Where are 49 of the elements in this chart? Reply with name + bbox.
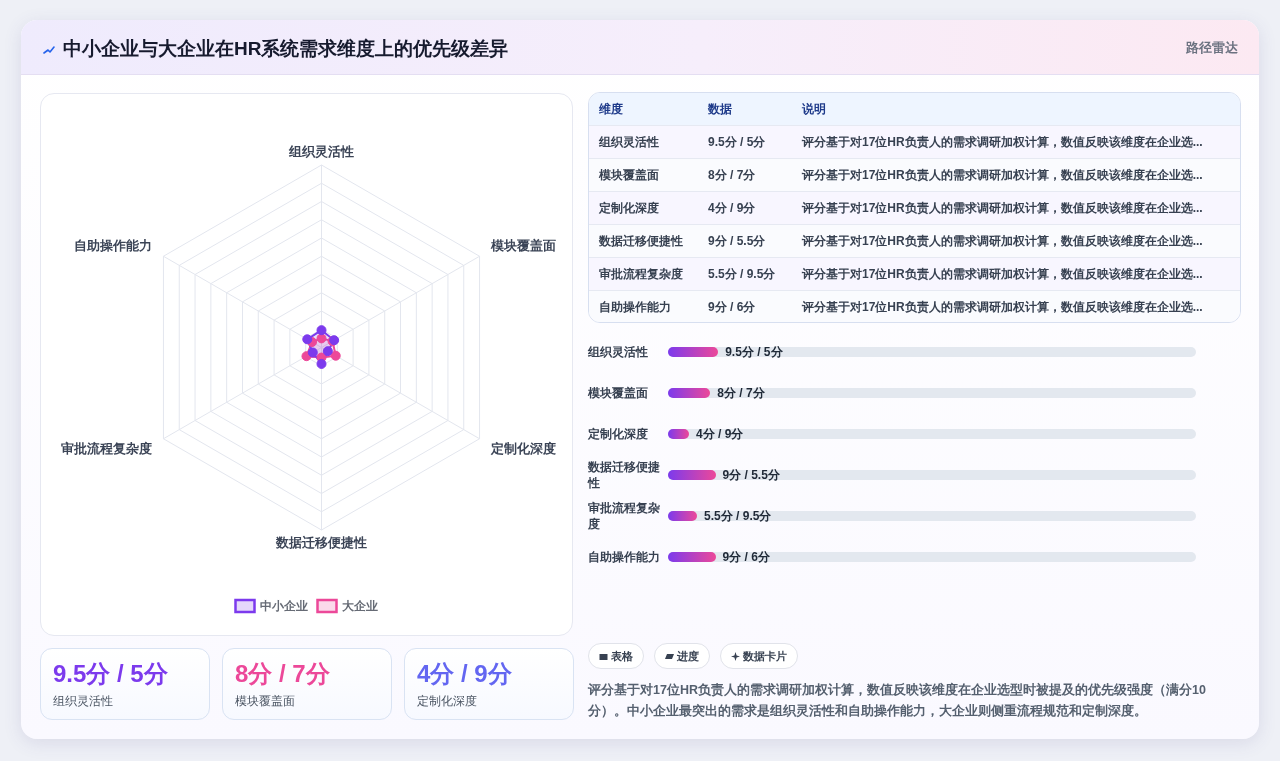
spoke-label: 审批流程复杂度 [61,441,153,457]
spoke-label: 组织灵活性 [288,145,354,159]
text: 审批流程复杂度 [599,266,683,283]
text: 9分 / 6分 [708,299,756,316]
text: 说明 [802,101,826,118]
y-tick-label: 审批流程复杂度 [588,500,661,532]
spoke-label: 自助操作能力 [74,237,153,253]
y-tick-label: 自助操作能力 [588,549,661,565]
legend-label: 大企业 [341,599,378,613]
data-label: 5.5分 / 9.5分 [704,508,772,524]
text: 8分 / 7分 [235,659,330,689]
text: 8分 / 7分 [708,167,756,184]
y-tick-label: 定制化深度 [588,426,649,442]
text: 4分 / 9分 [708,200,756,217]
category-label: 模块覆盖面 [235,693,295,709]
category-label: 数据卡片 [743,648,787,664]
text: 评分基于对17位HR负责人的需求调研加权计算，数值反映该维度在企业选... [802,200,1203,217]
text: 维度 [599,101,623,118]
text: 数据 [708,101,732,118]
category-label: 进度 [677,648,699,664]
y-tick-label: 组织灵活性 [588,344,649,360]
y-tick-label: 数据迁移便捷性 [588,459,661,491]
text: 9.5分 / 5分 [53,659,168,689]
data-label: 8分 / 7分 [717,385,765,401]
text: 9.5分 / 5分 [708,134,766,151]
data-label: 4分 / 9分 [696,426,744,442]
text: 5.5分 / 9.5分 [708,266,776,283]
spoke-label: 数据迁移便捷性 [275,535,367,550]
data-label: 9.5分 / 5分 [725,344,783,360]
text: 评分基于对17位HR负责人的需求调研加权计算，数值反映该维度在企业选... [802,266,1203,283]
data-label: 9分 / 6分 [722,549,770,565]
category-label: 表格 [611,648,633,664]
text: 评分基于对17位HR负责人的需求调研加权计算，数值反映该维度在企业选型时被提及的优先级强度（满分10分）。中小企业最突出的需求是组织灵活性和自助操作能力，大企业则侧重流程规范和定制深度。 [588,681,1207,720]
y-tick-label: 模块覆盖面 [588,385,649,401]
text: 数据迁移便捷性 [599,233,683,250]
text: 评分基于对17位HR负责人的需求调研加权计算，数值反映该维度在企业选... [802,233,1203,250]
data-label: 9分 / 5.5分 [722,467,780,483]
text: 4分 / 9分 [417,659,512,689]
legend-label: 中小企业 [259,599,308,613]
text: 评分基于对17位HR负责人的需求调研加权计算，数值反映该维度在企业选... [802,299,1203,316]
text: 评分基于对17位HR负责人的需求调研加权计算，数值反映该维度在企业选... [802,134,1203,151]
spoke-label: 定制化深度 [489,441,556,457]
category-label: 组织灵活性 [53,693,113,709]
text: 中小企业与大企业在HR系统需求维度上的优先级差异 [63,37,509,61]
text: 评分基于对17位HR负责人的需求调研加权计算，数值反映该维度在企业选... [802,167,1203,184]
text: 路径雷达 [1186,39,1238,57]
spoke-label: 模块覆盖面 [489,237,556,253]
category-label: 定制化深度 [417,693,477,709]
text: 9分 / 5.5分 [708,233,766,250]
